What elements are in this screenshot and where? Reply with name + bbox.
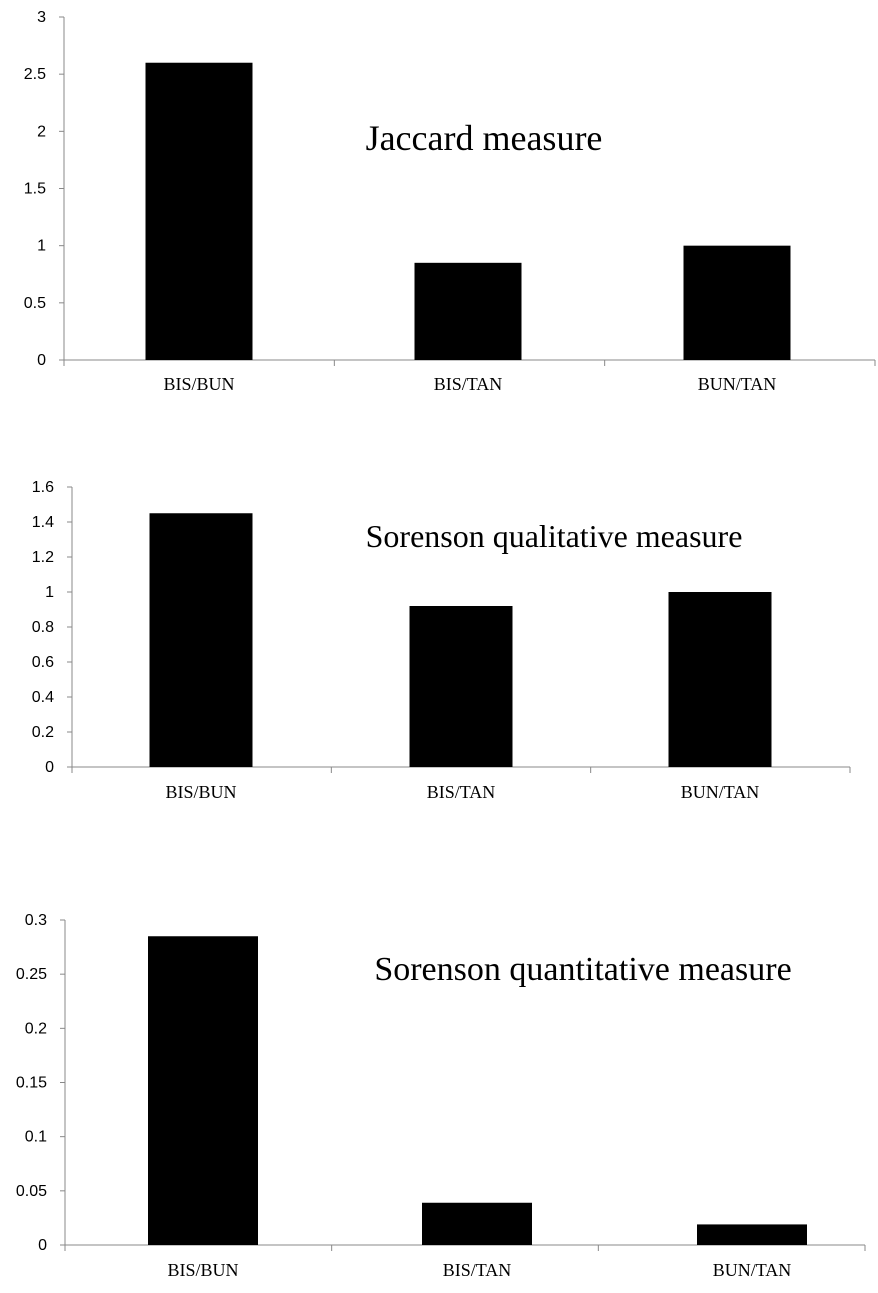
bar-bun-tan <box>668 592 772 767</box>
y-tick-label: 0.4 <box>32 689 54 706</box>
x-category-label: BIS/BUN <box>163 374 234 394</box>
chart-1: 0 0.5 1 1.5 2 2.5 3 BIS/BUN BIS/TAN BUN/TAN Jaccar… <box>24 9 876 394</box>
x-category-label: BIS/BUN <box>167 1260 238 1280</box>
y-tick-label: 1.5 <box>24 181 46 198</box>
y-tick-label: 1 <box>45 584 54 601</box>
y-tick-label: 0.15 <box>16 1075 47 1092</box>
chart-2: 0 0.2 0.4 0.6 0.8 1 1.2 1.4 1.6 BIS/BUN BIS/TAN BUN… <box>32 479 851 802</box>
y-tick-label: 0 <box>38 1237 47 1254</box>
x-category-label: BIS/TAN <box>434 374 503 394</box>
bar-bis-tan <box>414 262 522 360</box>
x-category-label: BIS/BUN <box>165 782 236 802</box>
y-tick-label: 2 <box>37 123 46 140</box>
bar-bun-tan <box>683 245 791 360</box>
chart-3: 0 0.05 0.1 0.15 0.2 0.25 0.3 BIS/BUN BIS/TAN BUN/… <box>16 912 866 1280</box>
bar-bis-bun <box>148 936 258 1245</box>
x-category-label: BUN/TAN <box>681 782 760 802</box>
bar-bis-tan <box>409 606 513 767</box>
y-tick-label: 0.5 <box>24 295 46 312</box>
y-tick-label: 0.05 <box>16 1183 47 1200</box>
y-tick-label: 0.8 <box>32 619 54 636</box>
chart-title: Sorenson qualitative measure <box>366 518 743 554</box>
bar-bis-tan <box>422 1202 532 1245</box>
x-category-label: BUN/TAN <box>713 1260 792 1280</box>
x-category-label: BIS/TAN <box>427 782 496 802</box>
y-tick-label: 0.6 <box>32 654 54 671</box>
y-tick-label: 0.1 <box>25 1129 47 1146</box>
y-tick-label: 0 <box>45 759 54 776</box>
y-tick-label: 0.25 <box>16 966 47 983</box>
y-tick-label: 2.5 <box>24 66 46 83</box>
y-tick-label: 3 <box>37 9 46 26</box>
bar-bis-bun <box>145 62 253 360</box>
x-category-label: BIS/TAN <box>443 1260 512 1280</box>
y-tick-label: 1 <box>37 238 46 255</box>
y-tick-label: 1.6 <box>32 479 54 496</box>
y-tick-label: 0.2 <box>25 1020 47 1037</box>
y-tick-label: 0.3 <box>25 912 47 929</box>
y-tick-label: 0 <box>37 352 46 369</box>
x-category-label: BUN/TAN <box>698 374 777 394</box>
chart-title: Jaccard measure <box>366 118 603 158</box>
y-tick-label: 0.2 <box>32 724 54 741</box>
bar-bun-tan <box>697 1224 807 1245</box>
y-tick-label: 1.4 <box>32 514 54 531</box>
bar-bis-bun <box>149 513 253 767</box>
chart-title: Sorenson quantitative measure <box>374 951 791 988</box>
y-tick-label: 1.2 <box>32 549 54 566</box>
